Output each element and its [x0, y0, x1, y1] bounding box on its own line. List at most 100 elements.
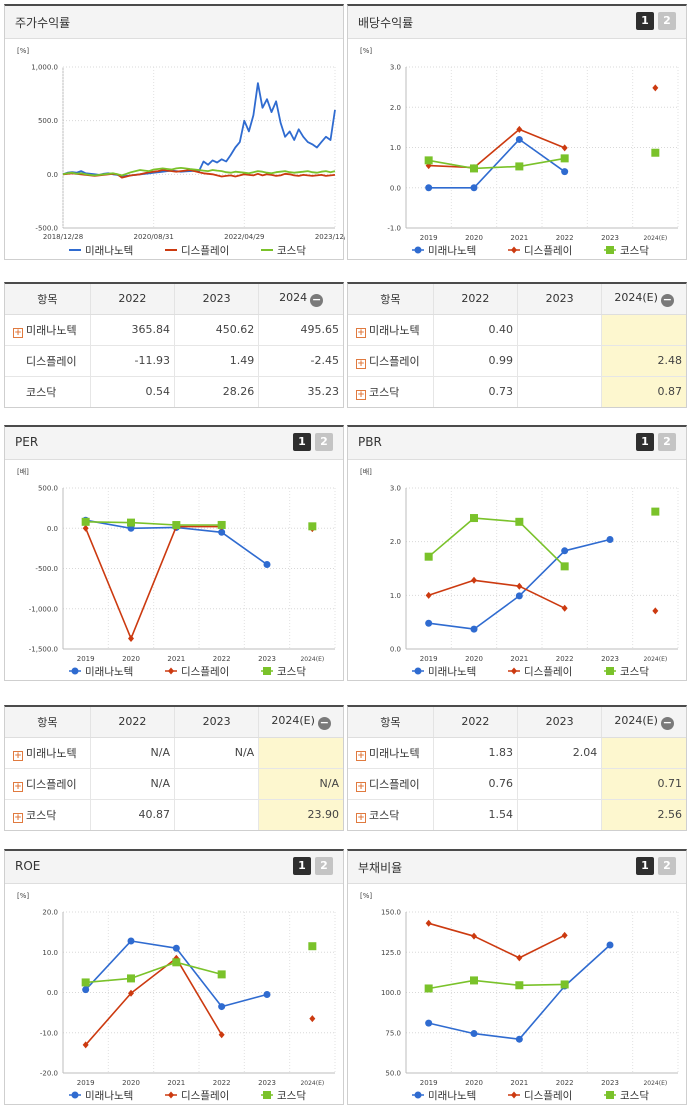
series-kosdaq — [62, 167, 336, 177]
x-tick-label: 2021 — [510, 1079, 528, 1087]
expand-plus-icon[interactable]: + — [356, 781, 366, 792]
minus-circle-icon[interactable]: − — [310, 292, 324, 307]
data-point — [128, 989, 134, 997]
x-tick-label: 2022/04/29 — [224, 233, 264, 241]
y-tick-label: 1.0 — [390, 592, 401, 600]
x-tick-label: 2024(E) — [300, 656, 324, 663]
expand-plus-icon[interactable]: + — [356, 812, 366, 823]
y-tick-label: 75.0 — [385, 1029, 401, 1037]
tab-2[interactable]: 2 — [315, 433, 333, 451]
x-tick-label: 2020 — [122, 1079, 140, 1087]
row-label[interactable]: + 미래나노텍 — [5, 314, 91, 346]
column-header: 항목 — [348, 707, 434, 738]
table-cell: 2.56 — [601, 799, 686, 830]
legend-item: 미래나노텍 — [69, 245, 133, 257]
tab-2[interactable]: 2 — [658, 857, 676, 875]
row-label[interactable]: + 디스플레이 — [348, 768, 434, 800]
row-label[interactable]: + 미래나노텍 — [348, 737, 434, 769]
table-cell: N/A — [89, 768, 175, 800]
table-cell: 0.73 — [432, 376, 518, 407]
panel-header: PER 1 2 — [5, 427, 343, 460]
x-tick-label: 2018/12/28 — [43, 233, 83, 241]
data-point — [127, 937, 135, 945]
data-point — [516, 954, 523, 962]
row-label[interactable]: + 디스플레이 — [5, 768, 91, 800]
legend-item: 디스플레이 — [508, 1090, 572, 1102]
expand-plus-icon[interactable]: + — [356, 389, 366, 400]
table-cell: N/A — [89, 737, 175, 769]
table-cell: -11.93 — [89, 345, 175, 377]
expand-plus-icon[interactable]: + — [13, 327, 23, 338]
x-tick-label: 2019 — [420, 1079, 438, 1087]
x-tick-label: 2019 — [77, 655, 95, 663]
x-tick-label: 2020 — [465, 1079, 483, 1087]
table-cell: 28.26 — [173, 376, 259, 407]
data-point — [561, 168, 569, 176]
column-header: 2022 — [432, 284, 518, 315]
data-point — [515, 517, 524, 526]
table-row: + 미래나노텍 0.40 — [348, 314, 686, 346]
data-point — [172, 521, 181, 530]
row-label[interactable]: + 코스닥 — [348, 376, 433, 407]
dividend-yield-table-panel: 항목 2022 2023 2024(E) − + 미래나노텍 0.40 + 디스플레이 0.99 2.… — [347, 282, 687, 408]
table-header-row: 항목 2022 2023 2024(E) − — [5, 707, 343, 738]
panel-title: 배당수익률 — [358, 16, 414, 30]
data-point — [470, 976, 478, 985]
table-header-row: 항목 2022 2023 2024(E) − — [348, 284, 686, 315]
legend-label: 디스플레이 — [181, 1090, 229, 1102]
minus-circle-icon[interactable]: − — [660, 292, 674, 307]
stock-return-panel: 주가수익률 [%] 1,000.0 500.0 0.0 -500.0 2018/12/28… — [4, 4, 345, 260]
unit-label: [%] — [360, 47, 372, 55]
x-tick-label: 2020/08/31 — [133, 233, 173, 241]
debt-ratio-panel: 부채비율 1 2 [%] 150.0 125.0 100.0 75.0 50.0 2019 2… — [347, 849, 687, 1105]
minus-circle-icon[interactable]: − — [317, 715, 331, 730]
legend-item: 미래나노텍 — [412, 245, 476, 257]
y-tick-label: 100.0 — [381, 989, 401, 997]
legend-label: 미래나노텍 — [85, 1090, 133, 1102]
legend-item: 코스닥 — [604, 1090, 649, 1102]
x-tick-label: 2019 — [420, 234, 438, 242]
table-row: 디스플레이 -11.93 1.49 -2.45 — [5, 345, 343, 377]
tab-1[interactable]: 1 — [636, 433, 654, 451]
row-label[interactable]: + 코스닥 — [348, 799, 433, 830]
row-label[interactable]: + 미래나노텍 — [5, 737, 91, 769]
legend-swatch — [168, 1091, 174, 1099]
expand-plus-icon[interactable]: + — [356, 358, 366, 369]
unit-label: [%] — [17, 47, 29, 55]
data-point — [424, 552, 433, 561]
legend-item: 미래나노텍 — [69, 1090, 133, 1102]
minus-circle-icon[interactable]: − — [660, 715, 674, 730]
table-header-row: 항목 2022 2023 2024(E) − — [348, 707, 686, 738]
expand-plus-icon[interactable]: + — [13, 781, 23, 792]
tab-1[interactable]: 1 — [293, 857, 311, 875]
row-label[interactable]: + 디스플레이 — [348, 345, 434, 377]
table-cell: 2.04 — [516, 737, 602, 769]
tab-1[interactable]: 1 — [293, 433, 311, 451]
row-label[interactable]: + 코스닥 — [5, 799, 90, 830]
expand-plus-icon[interactable]: + — [356, 327, 366, 338]
roe-panel: ROE 1 2 [%] 20.0 10.0 0.0 -10.0 -20.0 2019 2020… — [4, 849, 344, 1105]
series-mirae — [62, 82, 336, 178]
tab-2[interactable]: 2 — [658, 433, 676, 451]
unit-label: [배] — [360, 467, 372, 476]
table-cell: 0.54 — [89, 376, 175, 407]
tab-1[interactable]: 1 — [636, 12, 654, 30]
legend-label: 디스플레이 — [181, 666, 229, 678]
tab-2[interactable]: 2 — [315, 857, 333, 875]
expand-plus-icon[interactable]: + — [13, 750, 23, 761]
legend-item: 디스플레이 — [165, 1090, 229, 1102]
column-header: 2023 — [516, 707, 602, 738]
row-label-text: 디스플레이 — [369, 777, 420, 791]
table-cell: -2.45 — [258, 345, 343, 377]
tab-1[interactable]: 1 — [636, 857, 654, 875]
data-point — [470, 514, 478, 523]
tab-2[interactable]: 2 — [658, 12, 676, 30]
panel-header: 주가수익률 — [5, 6, 343, 39]
expand-plus-icon[interactable]: + — [356, 750, 366, 761]
data-point — [470, 1030, 478, 1038]
row-label[interactable]: + 미래나노텍 — [348, 314, 434, 346]
y-tick-label: -500.0 — [35, 565, 58, 573]
data-point — [470, 164, 478, 173]
expand-plus-icon[interactable]: + — [13, 812, 23, 823]
